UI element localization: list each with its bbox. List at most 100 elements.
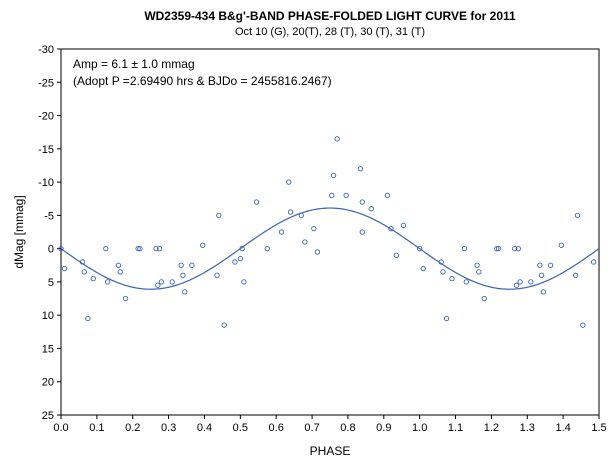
data-point: [180, 272, 186, 278]
y-tick-label: -10: [38, 177, 54, 189]
data-point: [513, 282, 520, 288]
data-point: [558, 242, 564, 248]
data-point: [368, 206, 374, 212]
data-point: [438, 259, 444, 265]
data-point: [590, 259, 597, 265]
data-point: [463, 279, 469, 285]
x-tick-label: 0.0: [53, 422, 68, 434]
data-point: [517, 279, 523, 285]
data-point: [81, 269, 87, 275]
x-tick-label: 1.0: [412, 422, 427, 434]
data-point: [393, 252, 400, 258]
y-tick-label: -5: [44, 210, 54, 222]
amplitude-annotation: Amp = 6.1 ± 1.0 mmag: [73, 57, 195, 71]
data-point: [461, 245, 468, 252]
data-point: [156, 245, 163, 252]
data-point: [343, 192, 349, 199]
x-tick-label: 0.9: [376, 422, 391, 434]
data-point: [155, 282, 161, 288]
y-tick-label: 15: [42, 343, 54, 355]
data-point: [115, 262, 122, 268]
ephemeris-annotation: (Adopt P =2.69490 hrs & BJDo = 2455816.2…: [73, 74, 332, 88]
x-tick-label: 1.3: [520, 422, 535, 434]
data-point: [239, 245, 245, 252]
data-points: [58, 136, 597, 328]
data-point: [90, 275, 96, 282]
data-point: [169, 279, 175, 285]
data-point: [537, 262, 543, 268]
data-point: [286, 179, 292, 185]
data-point: [580, 322, 586, 328]
x-tick-label: 1.4: [555, 422, 570, 434]
chart-subtitle: Oct 10 (G), 20(T), 28 (T), 30 (T), 31 (T…: [235, 26, 425, 38]
chart-title: WD2359-434 B&g'-BAND PHASE-FOLDED LIGHT …: [144, 9, 516, 23]
x-tick-label: 0.8: [340, 422, 355, 434]
data-point: [298, 212, 304, 219]
x-axis-label: PHASE: [310, 444, 351, 458]
data-point: [329, 192, 335, 199]
y-tick-label: 25: [42, 410, 54, 422]
y-tick-label: -30: [38, 44, 54, 56]
data-point: [417, 245, 423, 252]
data-point: [573, 272, 579, 278]
data-point: [214, 272, 220, 278]
data-point: [221, 322, 227, 328]
y-tick-label: 10: [42, 310, 54, 322]
y-tick-label: -25: [38, 77, 54, 89]
x-tick-label: 1.1: [448, 422, 463, 434]
data-point: [449, 275, 455, 282]
data-point: [200, 242, 206, 248]
data-point: [400, 222, 407, 228]
y-axis-label: dMag [mmag]: [12, 195, 26, 268]
data-point: [153, 245, 159, 252]
data-point: [359, 199, 365, 205]
data-point: [287, 209, 294, 215]
data-point: [334, 136, 340, 142]
x-tick-label: 1.2: [484, 422, 499, 434]
data-point: [481, 295, 487, 302]
data-point: [135, 245, 141, 252]
x-tick-label: 0.4: [197, 422, 212, 434]
data-point: [216, 212, 222, 219]
x-tick-label: 0.5: [233, 422, 248, 434]
data-point: [330, 172, 337, 179]
x-tick-label: 0.6: [269, 422, 284, 434]
data-point: [117, 269, 123, 275]
data-point: [357, 166, 364, 172]
data-point: [241, 279, 247, 285]
x-tick-label: 0.3: [161, 422, 176, 434]
data-point: [574, 212, 581, 219]
data-point: [476, 269, 482, 275]
data-point: [61, 265, 68, 272]
axis-ticks: 0.0 0.1 0.2 0.3 0.4 0.5 0.6 0.7 0.8 0.9 1.0 1.1 1.2 1…: [38, 44, 607, 434]
data-point: [443, 315, 450, 322]
fit-curve: [60, 207, 600, 290]
data-point: [79, 259, 86, 265]
data-point: [528, 279, 534, 285]
x-tick-label: 0.1: [89, 422, 104, 434]
x-tick-label: 0.2: [125, 422, 140, 434]
data-point: [420, 265, 426, 272]
x-tick-label: 1.5: [591, 422, 606, 434]
data-point: [158, 279, 165, 285]
y-tick-label: -20: [38, 111, 54, 123]
data-point: [440, 269, 446, 275]
data-point: [103, 245, 109, 252]
data-point: [137, 245, 143, 252]
data-point: [278, 229, 285, 235]
fit-curve-group: [60, 207, 600, 290]
data-point: [359, 229, 365, 235]
data-point: [515, 245, 521, 252]
x-tick-label: 0.7: [304, 422, 319, 434]
y-tick-label: 5: [48, 277, 54, 289]
data-point: [104, 279, 111, 285]
data-point: [58, 245, 64, 252]
data-point: [388, 226, 394, 232]
data-point: [253, 199, 260, 205]
data-point: [538, 272, 545, 278]
data-point: [512, 245, 518, 252]
y-tick-label: -15: [38, 144, 54, 156]
data-point: [311, 226, 317, 232]
data-point: [189, 262, 195, 268]
